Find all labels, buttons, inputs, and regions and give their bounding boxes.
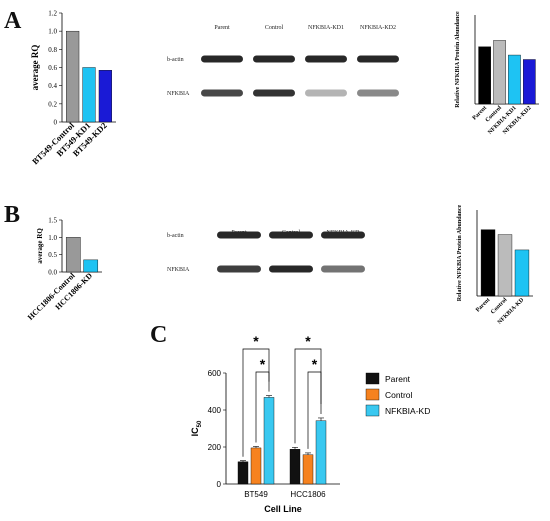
significance-star: * — [312, 356, 318, 372]
y-tick-label: 600 — [208, 369, 222, 378]
significance-star: * — [305, 333, 311, 349]
y-tick-label: 0.5 — [48, 251, 57, 259]
legend-swatch — [365, 404, 380, 417]
bar-parent — [289, 449, 301, 485]
significance-star: * — [253, 333, 259, 349]
blot-row-label: NFKBIA — [167, 267, 190, 273]
blot-band — [269, 265, 313, 273]
chart-b-rq: 0.00.51.01.5HCC1806-ControlHCC1806-KDave… — [26, 217, 102, 322]
bar-nfkbia-kd — [315, 420, 327, 485]
bar-bt549-kd2 — [98, 70, 112, 123]
y-tick-label: 1.5 — [48, 217, 57, 225]
blot-row-label: b-actin — [167, 233, 184, 239]
blot-band — [253, 55, 295, 63]
legend-label: Parent — [385, 374, 411, 384]
legend-label: NFKBIA-KD — [385, 406, 430, 416]
chart-a-rq: 00.20.40.60.81.01.2BT549-ControlBT549-KD… — [30, 10, 116, 166]
x-tick-label: HCC1806 — [290, 490, 326, 499]
blot-band — [217, 265, 261, 273]
blot-band — [305, 55, 347, 63]
blot-band — [201, 89, 243, 97]
y-tick-label: 0.4 — [48, 82, 57, 90]
bar-bt549-kd1 — [82, 67, 96, 123]
bar-control — [302, 454, 314, 485]
chart-a-protein: ParentControlNFKBIA-KD1NFKBIA-KD2Relativ… — [455, 11, 539, 136]
blot-band — [357, 55, 399, 63]
bar-parent — [237, 461, 249, 485]
bar-nfkbia-kd2 — [523, 59, 536, 105]
y-tick-label: 400 — [208, 406, 222, 415]
x-tick-label: BT549 — [244, 490, 268, 499]
bar-nfkbia-kd — [514, 249, 530, 297]
lane-label: NFKBIA-KD2 — [360, 25, 396, 31]
y-tick-label: 1.2 — [48, 10, 57, 18]
lane-label: Control — [265, 25, 284, 31]
y-tick-label: 0 — [217, 480, 222, 489]
panel-letter-c: C — [150, 322, 168, 348]
lane-label: NFKBIA-KD1 — [308, 25, 344, 31]
x-axis-title: Cell Line — [264, 504, 302, 514]
western-blot-a: Parent Control NFKBIA-KD1 NFKBIA-KD2 b-actin… — [167, 25, 399, 97]
bar-parent — [478, 46, 491, 105]
blot-band — [253, 89, 295, 97]
blot-band — [357, 89, 399, 97]
y-tick-label: 0 — [54, 119, 58, 127]
y-tick-label: 0.0 — [48, 269, 57, 277]
y-tick-label: 0.6 — [48, 64, 57, 72]
blot-row-label: b-actin — [167, 57, 184, 63]
legend-label: Control — [385, 390, 413, 400]
blot-row-label: NFKBIA — [167, 91, 190, 97]
significance-bracket — [307, 371, 322, 449]
y-tick-label: 200 — [208, 443, 222, 452]
y-axis-title: average RQ — [36, 228, 44, 264]
lane-label: Parent — [214, 25, 230, 31]
bar-control — [250, 447, 262, 485]
bar-hcc1806-kd — [83, 259, 99, 273]
y-tick-label: 1.0 — [48, 234, 57, 242]
y-axis-title: IC50 — [190, 420, 203, 436]
y-tick-label: 0.2 — [48, 100, 57, 108]
bar-control — [493, 40, 506, 105]
y-axis-title: Relative NFKBIA Protein Abundance — [457, 204, 463, 301]
blot-band — [201, 55, 243, 63]
blot-band — [217, 231, 261, 239]
bar-parent — [480, 229, 496, 297]
y-axis-title: average RQ — [30, 45, 40, 91]
bar-nfkbia-kd — [263, 397, 275, 485]
y-axis-title-subscript: 50 — [197, 420, 203, 427]
significance-star: * — [260, 356, 266, 372]
bar-control — [497, 234, 513, 297]
y-axis-title: Relative NFKBIA Protein Abundance — [455, 11, 461, 108]
bar-hcc1806-control — [65, 237, 81, 273]
blot-band — [321, 231, 365, 239]
significance-bracket — [242, 348, 270, 457]
blot-band — [305, 89, 347, 97]
bar-nfkbia-kd1 — [508, 54, 521, 105]
y-tick-label: 0.8 — [48, 46, 57, 54]
blot-band — [321, 265, 365, 273]
bar-bt549-control — [66, 30, 80, 123]
legend-swatch — [365, 388, 380, 401]
blot-band — [269, 231, 313, 239]
legend-swatch — [365, 372, 380, 385]
significance-bracket — [255, 371, 270, 443]
panel-letter-a: A — [4, 8, 22, 34]
panel-letter-b: B — [4, 202, 21, 228]
y-tick-label: 1.0 — [48, 28, 57, 36]
